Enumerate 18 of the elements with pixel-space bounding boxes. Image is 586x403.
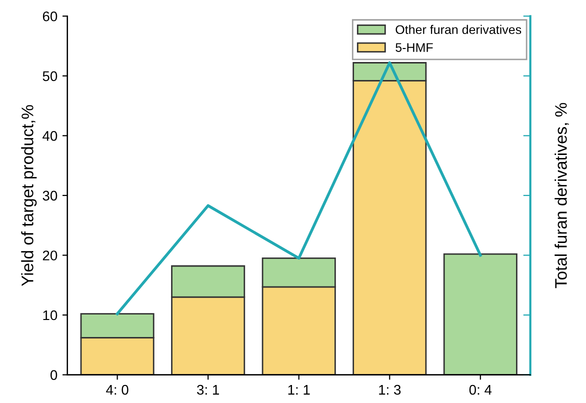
y2-axis-title: Total furan derivatives, % (554, 102, 569, 288)
y-tick-label: 50 (42, 71, 58, 82)
y-tick-label: 30 (42, 190, 58, 201)
x-tick-label: 1: 3 (379, 384, 401, 395)
y-tick-label: 20 (42, 250, 58, 260)
y-axis-title: Yield of target product,% (21, 105, 37, 286)
bar (443, 253, 518, 375)
y-tick-label: 60 (42, 11, 58, 22)
y-tick-label: 0 (50, 370, 58, 380)
y-tick-label: 10 (43, 310, 58, 320)
x-tick-label: 0: 4 (469, 384, 492, 395)
x-tick-label: 1: 1 (288, 385, 310, 395)
legend-label: 5-HMF (396, 43, 433, 52)
x-tick-label: 3: 1 (197, 384, 219, 395)
line-series (116, 61, 482, 316)
y-tick-label: 40 (42, 131, 58, 141)
legend-label: Other furan derivatives (396, 24, 522, 34)
x-tick-label: 4: 0 (106, 384, 128, 395)
